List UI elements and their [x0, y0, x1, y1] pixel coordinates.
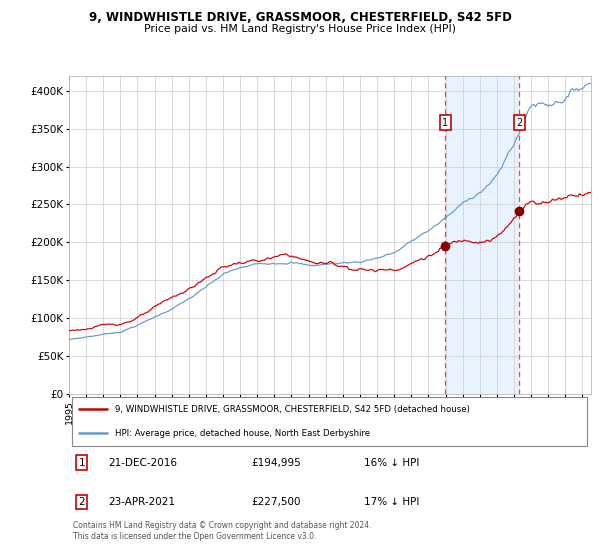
Text: Contains HM Land Registry data © Crown copyright and database right 2024.
This d: Contains HM Land Registry data © Crown c…	[73, 521, 371, 541]
Text: £227,500: £227,500	[252, 497, 301, 507]
Text: 2: 2	[79, 497, 85, 507]
Text: 21-DEC-2016: 21-DEC-2016	[108, 458, 177, 468]
Text: 17% ↓ HPI: 17% ↓ HPI	[364, 497, 419, 507]
Text: £194,995: £194,995	[252, 458, 301, 468]
Text: 1: 1	[442, 118, 448, 128]
Text: 16% ↓ HPI: 16% ↓ HPI	[364, 458, 419, 468]
Text: 1: 1	[79, 458, 85, 468]
Text: 9, WINDWHISTLE DRIVE, GRASSMOOR, CHESTERFIELD, S42 5FD (detached house): 9, WINDWHISTLE DRIVE, GRASSMOOR, CHESTER…	[115, 405, 470, 414]
Text: 9, WINDWHISTLE DRIVE, GRASSMOOR, CHESTERFIELD, S42 5FD: 9, WINDWHISTLE DRIVE, GRASSMOOR, CHESTER…	[89, 11, 511, 24]
Bar	[445, 76, 519, 394]
Text: Price paid vs. HM Land Registry's House Price Index (HPI): Price paid vs. HM Land Registry's House …	[144, 24, 456, 34]
FancyBboxPatch shape	[71, 397, 587, 446]
Text: 23-APR-2021: 23-APR-2021	[108, 497, 175, 507]
Text: 2: 2	[516, 118, 523, 128]
Text: HPI: Average price, detached house, North East Derbyshire: HPI: Average price, detached house, Nort…	[115, 429, 370, 438]
